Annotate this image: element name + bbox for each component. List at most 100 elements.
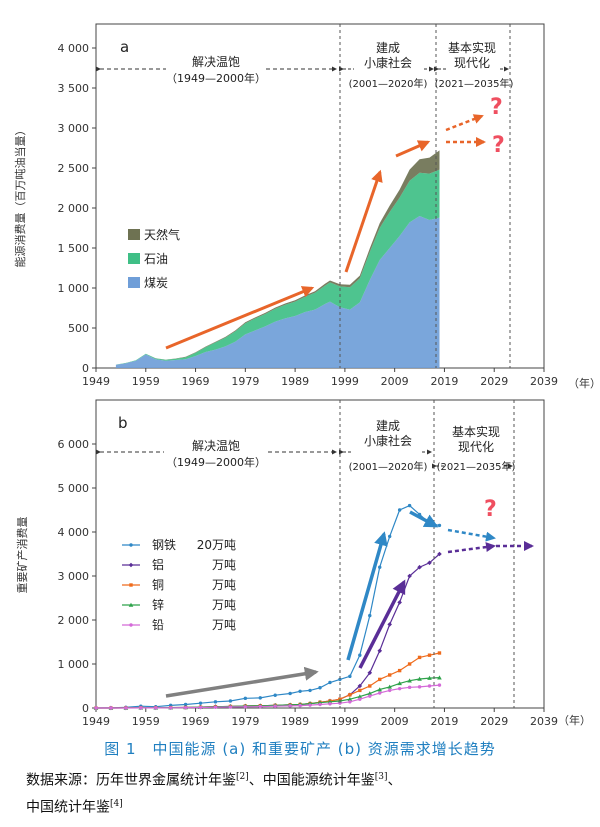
panel-a-question-mark-1: ? (490, 95, 503, 120)
panel-b-xtick-label-1979: 1979 (231, 715, 259, 728)
panel-b-point-lead (427, 684, 432, 688)
panel-b-point-aluminum (367, 670, 373, 676)
panel-b-point-lead (338, 701, 342, 705)
panel-b-ytick-label-0: 0 (82, 702, 89, 715)
legend-swatch-gas (128, 229, 140, 240)
panel-b-point-steel (273, 693, 277, 697)
panel-b-trend-arrow-steel-up (346, 531, 388, 661)
panel-a-energy-chart: a 能源消费量（百万吨油当量） （年） 1949 1959 1969 1979 1989… (13, 23, 600, 390)
panel-b-minerals-chart: b 重要矿产消费量 （年） 1949 1959 1969 1979 1989 1999 20… (15, 399, 591, 728)
panel-a-forecast-arrow-up (445, 114, 484, 132)
panel-b-point-lead (154, 706, 158, 710)
panel-a-xtick-label-2029: 2029 (480, 375, 508, 388)
panel-b-point-copper (348, 693, 352, 697)
panel-a-xlabel: （年） (568, 376, 600, 390)
panel-b-point-lead (139, 706, 143, 710)
panel-a-xtick-label-1969: 1969 (182, 375, 210, 388)
panel-b-point-zinc (417, 676, 422, 681)
panel-a-xtick-label-1979: 1979 (231, 375, 259, 388)
panel-b-point-lead (358, 697, 362, 701)
panel-a-question-mark-2: ? (492, 133, 505, 158)
panel-b-point-aluminum (417, 564, 422, 570)
panel-a-coal-area (115, 216, 440, 368)
panel-b-point-copper (358, 688, 362, 693)
panel-a-trend-arrow-1 (165, 286, 315, 350)
legend-unit-copper: 万吨 (212, 578, 236, 592)
panel-a-xtick-label-2009: 2009 (381, 375, 409, 388)
source-text-2: 、中国能源统计年鉴 (248, 772, 375, 789)
panel-a-ytick-label-2500: 2 500 (58, 162, 90, 175)
panel-b-point-zinc (377, 687, 383, 692)
panel-b-period3-label: 基本实现现代化 (452, 424, 500, 454)
panel-b-ytick-label-2000: 2 000 (58, 614, 90, 627)
panel-a-oil-area (115, 169, 440, 365)
panel-b-period1-label: 解决温饱 (192, 438, 240, 453)
panel-b-point-steel (318, 686, 322, 690)
panel-a-period2-range: (2001—2020年) (349, 77, 428, 90)
legend-label-oil: 石油 (144, 252, 168, 266)
panel-b-point-steel (368, 613, 372, 618)
panel-b-point-copper (417, 655, 422, 660)
legend-label-coal: 煤炭 (144, 276, 168, 290)
panel-b-point-lead (198, 705, 203, 710)
panel-a-ytick-label-1000: 1 000 (58, 282, 90, 295)
panel-b-point-zinc (387, 684, 392, 689)
panel-b-ytick-label-1000: 1 000 (58, 658, 90, 671)
panel-b-xtick-label-1989: 1989 (281, 715, 309, 728)
panel-b-point-lead (368, 694, 372, 698)
panel-b-point-steel (213, 700, 218, 704)
panel-a-ytick-label-500: 500 (68, 322, 89, 335)
panel-b-point-steel (243, 696, 248, 701)
figure-source: 数据来源：历年世界金属统计年鉴[2]、中国能源统计年鉴[3]、 中国统计年鉴[4… (26, 766, 586, 819)
panel-b-point-lead (387, 688, 392, 693)
panel-b-point-aluminum (437, 551, 442, 557)
panel-b-point-steel (397, 508, 402, 512)
legend-marker-zinc (128, 602, 134, 607)
legend-label-aluminum: 铝 (152, 557, 164, 572)
panel-b-question-mark: ? (484, 497, 497, 522)
panel-b-point-lead (273, 704, 277, 708)
panel-b-point-lead (308, 703, 312, 707)
figure-svg: a 能源消费量（百万吨油当量） （年） 1949 1959 1969 1979 1989… (13, 23, 600, 728)
legend-label-gas: 天然气 (144, 227, 180, 242)
panel-b-point-steel (348, 674, 352, 679)
panel-b-point-steel (308, 688, 312, 693)
legend-swatch-coal (128, 277, 140, 288)
panel-b-point-lead (288, 704, 292, 708)
panel-b-line-steel (95, 504, 440, 709)
panel-b-forecast-steel (447, 528, 496, 542)
panel-a-ytick-label-2000: 2 000 (58, 202, 90, 215)
legend-marker-steel (129, 543, 133, 547)
panel-b-point-steel (198, 701, 203, 705)
panel-b-point-steel (338, 677, 342, 682)
legend-unit-aluminum: 万吨 (212, 558, 236, 572)
figure-caption: 图 1 中国能源 (a) 和重要矿产 (b) 资源需求增长趋势 (104, 740, 496, 758)
panel-b-point-lead (243, 705, 248, 709)
panel-b-point-zinc (407, 678, 412, 683)
panel-b-point-steel (328, 680, 332, 685)
panel-b-point-lead (328, 702, 332, 706)
legend-unit-steel: 20万吨 (197, 538, 236, 552)
panel-b-line-aluminum (96, 553, 440, 709)
panel-b-point-aluminum (427, 560, 432, 566)
panel-b-line-zinc (96, 677, 440, 709)
panel-b-point-copper (407, 662, 412, 666)
panel-a-ylabel: 能源消费量（百万吨油当量） (13, 125, 27, 268)
panel-a-legend: 天然气 石油 煤炭 (128, 227, 180, 290)
panel-b-point-steel (228, 699, 233, 703)
panel-b-point-steel (407, 503, 412, 508)
panel-a-period3-range: (2021—2035年) (435, 77, 514, 90)
panel-b-xtick-label-2019: 2019 (430, 715, 458, 728)
panel-b-xtick-label-1949: 1949 (82, 715, 110, 728)
panel-b-point-lead (348, 700, 352, 704)
panel-b-point-lead (397, 686, 402, 691)
legend-marker-copper (129, 583, 133, 587)
panel-b-ytick-label-5000: 5 000 (58, 482, 90, 495)
panel-a-ytick-label-3500: 3 500 (58, 82, 90, 95)
panel-b-point-lead (407, 685, 412, 690)
panel-b-point-lead (437, 683, 442, 687)
panel-a-period3-label: 基本实现现代化 (448, 40, 496, 70)
legend-label-lead: 铅 (152, 618, 164, 632)
panel-a-xtick-label-1949: 1949 (82, 375, 110, 388)
